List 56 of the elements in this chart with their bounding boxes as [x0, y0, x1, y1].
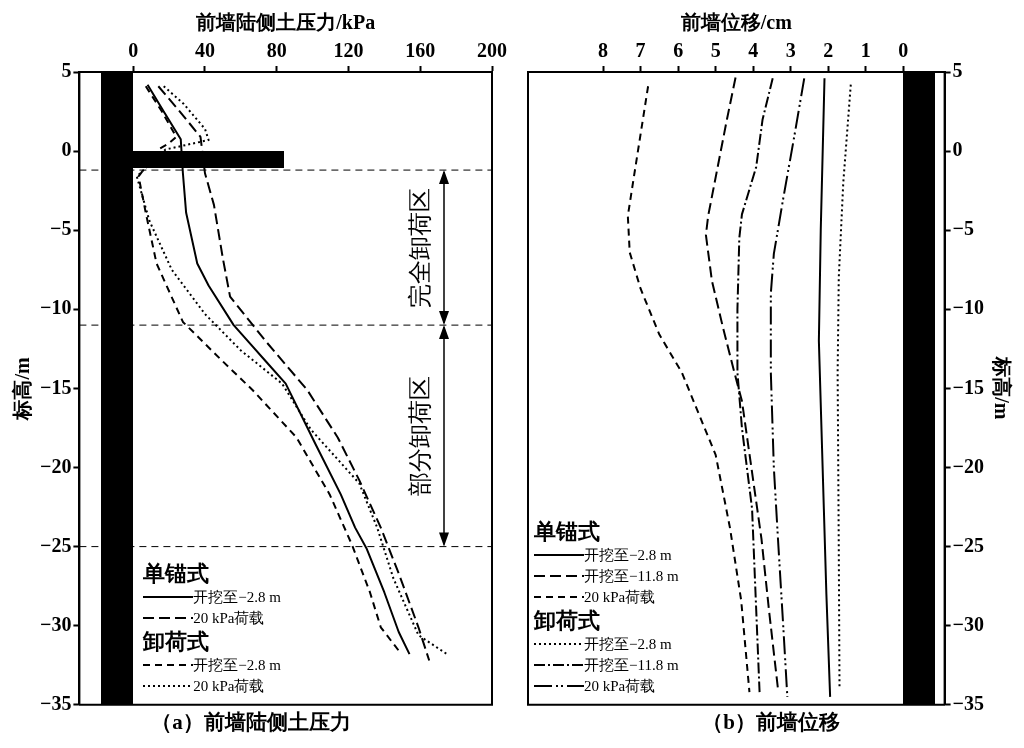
- legend-label: 开挖至−2.8 m: [193, 655, 281, 675]
- x-tick-label: 1: [860, 39, 871, 62]
- y-tick-label: −25: [39, 533, 72, 556]
- legend-label: 开挖至−2.8 m: [193, 587, 281, 607]
- x-tick-label: 40: [194, 39, 215, 62]
- y-axis-title: 标高/m: [11, 356, 34, 421]
- y2-tick-label: 0: [952, 138, 963, 161]
- annotation: 单锚式: [143, 560, 210, 587]
- legend-label: 开挖至−2.8 m: [584, 634, 672, 654]
- y-tick-label: 0: [61, 138, 72, 161]
- y2-axis-title: 标高/m: [990, 356, 1013, 420]
- y-tick-label: −10: [39, 296, 72, 319]
- y2-tick-label: −15: [952, 375, 985, 398]
- x-axis-title: 前墙陆侧土压力/kPa: [195, 11, 376, 34]
- legend-label: 20 kPa荷载: [193, 608, 265, 628]
- x-tick-label: 7: [635, 39, 646, 62]
- y2-tick-label: −35: [952, 691, 985, 714]
- legend-label: 开挖至−11.8 m: [584, 655, 679, 675]
- annotation: 单锚式: [534, 518, 600, 545]
- legend-label: 开挖至−11.8 m: [584, 566, 679, 586]
- x-tick-label: 4: [748, 39, 759, 62]
- y2-tick-label: 5: [952, 59, 963, 82]
- annotation: 完全卸荷区: [407, 187, 434, 308]
- text: （b）前墙位移: [702, 709, 840, 734]
- y-tick-label: 5: [61, 59, 72, 82]
- annotation: 卸荷式: [534, 607, 600, 634]
- y2-tick-label: −30: [952, 612, 985, 635]
- x-tick-label: 5: [710, 39, 721, 62]
- x-tick-label: 6: [673, 39, 684, 62]
- x-tick-label: 160: [405, 39, 436, 62]
- y2-tick-label: −20: [952, 454, 985, 477]
- x-tick-label: 200: [477, 39, 507, 62]
- legend-label: 20 kPa荷载: [193, 676, 265, 696]
- x-tick-label: 3: [785, 39, 796, 62]
- text: （a）前墙陆侧土压力: [151, 709, 351, 734]
- line-series: [769, 77, 806, 698]
- legend-label: 开挖至−2.8 m: [584, 545, 672, 565]
- annotation: 部分卸荷区: [407, 375, 434, 496]
- legend-label: 20 kPa荷载: [584, 676, 656, 696]
- y2-tick-label: −10: [952, 296, 985, 319]
- y2-tick-label: −25: [952, 533, 985, 556]
- x-tick-label: 120: [333, 39, 364, 62]
- x-axis-title: 前墙位移/cm: [679, 11, 793, 34]
- y-tick-label: −30: [39, 612, 72, 635]
- y-tick-label: −35: [39, 691, 72, 714]
- annotation: 卸荷式: [143, 628, 210, 655]
- x-tick-label: 8: [598, 39, 609, 62]
- y-tick-label: −15: [39, 375, 72, 398]
- x-tick-label: 2: [823, 39, 834, 62]
- x-tick-label: 0: [128, 39, 139, 62]
- legend-label: 20 kPa荷载: [584, 587, 656, 607]
- x-tick-label: 80: [266, 39, 287, 62]
- y-tick-label: −5: [49, 217, 72, 240]
- y2-tick-label: −5: [952, 217, 975, 240]
- x-tick-label: 0: [898, 39, 909, 62]
- y-tick-label: −20: [39, 454, 72, 477]
